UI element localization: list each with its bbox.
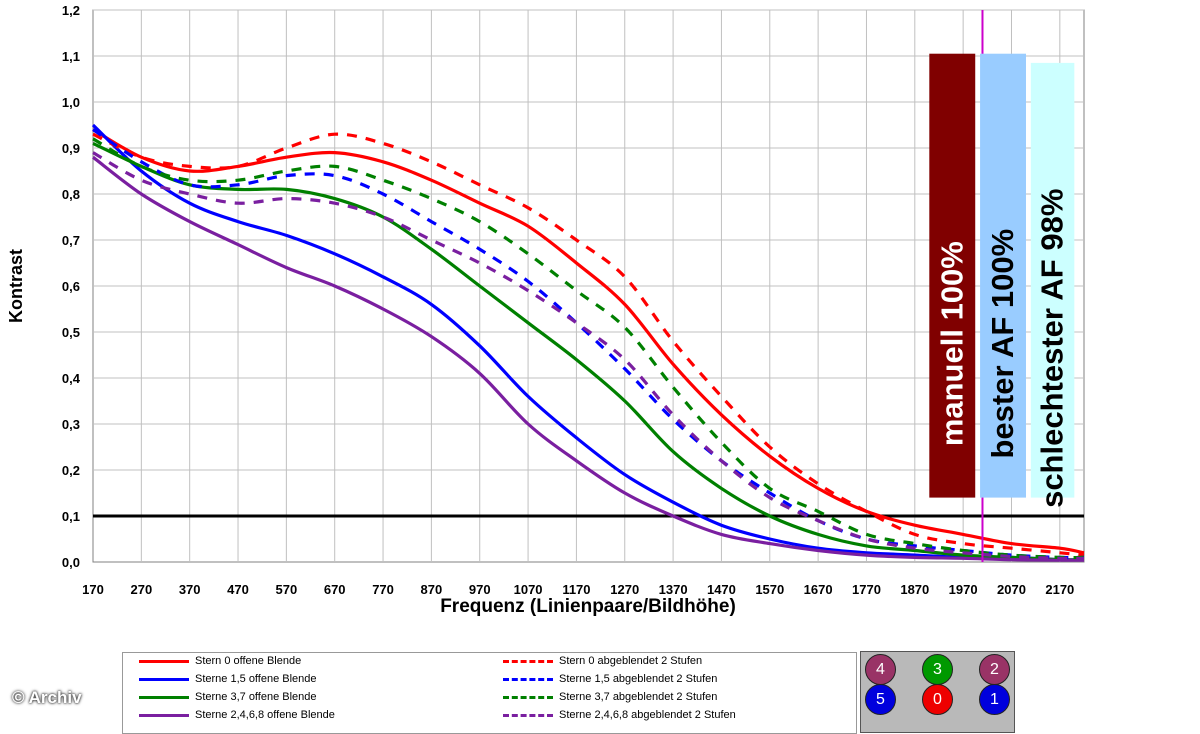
legend-label: Stern 0 offene Blende (195, 655, 302, 667)
mtf-chart: manuell 100% bester AF 100% schlechtester … (6, 3, 1085, 617)
annotation-bar-label: schlechtester AF 98% (1035, 189, 1070, 508)
x-tick-label: 170 (82, 582, 104, 597)
legend-swatch (139, 659, 189, 663)
x-tick-label: 1170 (562, 582, 590, 597)
x-tick-label: 570 (276, 582, 298, 597)
copyright-notice: © Archiv (12, 688, 82, 707)
x-tick-label: 2170 (1045, 582, 1074, 597)
x-tick-label: 1470 (707, 582, 736, 597)
series-group (91, 123, 1085, 562)
y-tick-label: 0,5 (62, 325, 80, 340)
legend-swatch (503, 713, 553, 717)
y-tick-label: 0,1 (62, 509, 80, 524)
y-tick-label: 1,2 (62, 3, 80, 18)
legend-item: Stern 0 abgeblendet 2 Stufen (503, 655, 702, 667)
series-line (92, 151, 1085, 561)
x-tick-label: 870 (421, 582, 443, 597)
legend-label: Sterne 2,4,6,8 abgeblendet 2 Stufen (559, 709, 736, 721)
x-tick-label: 970 (469, 582, 491, 597)
legend-item: Sterne 1,5 offene Blende (139, 673, 317, 685)
legend-swatch (503, 677, 553, 681)
series-line (92, 128, 1085, 560)
y-tick-label: 1,0 (62, 95, 80, 110)
series-line (92, 155, 1084, 562)
legend-label: Sterne 1,5 abgeblendet 2 Stufen (559, 673, 718, 685)
x-tick-label: 770 (372, 582, 394, 597)
legend-label: Sterne 1,5 offene Blende (195, 673, 317, 685)
x-tick-label: 1070 (514, 582, 543, 597)
legend: Stern 0 offene Blende Sterne 1,5 offene B… (122, 652, 857, 734)
y-tick-label: 1,1 (62, 49, 80, 64)
legend-swatch (503, 659, 553, 663)
legend-item: Sterne 1,5 abgeblendet 2 Stufen (503, 673, 717, 685)
star-position-dot: 1 (979, 684, 1010, 715)
legend-swatch (139, 677, 189, 681)
x-tick-labels: 170 270 370 470 570 670 770 870 970 1070 1170 1270 1… (82, 582, 1074, 597)
y-tick-label: 0,3 (62, 417, 80, 432)
legend-label: Sterne 2,4,6,8 offene Blende (195, 709, 335, 721)
x-tick-label: 1670 (804, 582, 833, 597)
y-tick-label: 0,2 (62, 463, 80, 478)
star-position-dot: 2 (979, 654, 1010, 685)
legend-item: Sterne 2,4,6,8 offene Blende (139, 709, 335, 721)
annotation-bar-label: bester AF 100% (985, 229, 1020, 459)
x-axis-title: Frequenz (Linienpaare/Bildhöhe) (440, 596, 736, 617)
star-position-dot: 0 (922, 684, 953, 715)
y-tick-label: 0,4 (62, 371, 81, 386)
x-tick-label: 1270 (610, 582, 639, 597)
x-tick-label: 270 (130, 582, 152, 597)
y-tick-label: 0,0 (62, 555, 80, 570)
y-tick-label: 0,8 (62, 187, 80, 202)
legend-swatch (139, 713, 189, 717)
star-position-dot: 5 (865, 684, 896, 715)
x-tick-label: 1570 (755, 582, 784, 597)
x-tick-label: 1770 (852, 582, 881, 597)
annotation-bar (1030, 62, 1075, 498)
annotation-bars: manuell 100% bester AF 100% schlechtester … (929, 53, 1075, 508)
x-tick-label: 1870 (900, 582, 929, 597)
series-line (92, 141, 1085, 562)
annotation-bar (929, 53, 976, 498)
legend-item: Sterne 3,7 abgeblendet 2 Stufen (503, 691, 717, 703)
star-position-dot: 4 (865, 654, 896, 685)
legend-item: Sterne 3,7 offene Blende (139, 691, 317, 703)
legend-swatch (503, 695, 553, 699)
series-line (92, 132, 1085, 557)
annotation-bar (980, 53, 1026, 498)
annotation-bar-label: manuell 100% (934, 241, 969, 446)
legend-label: Sterne 3,7 abgeblendet 2 Stufen (559, 691, 718, 703)
y-tick-label: 0,6 (62, 279, 80, 294)
legend-label: Sterne 3,7 offene Blende (195, 691, 317, 703)
legend-item: Stern 0 offene Blende (139, 655, 301, 667)
x-tick-label: 2070 (997, 582, 1026, 597)
legend-item: Sterne 2,4,6,8 abgeblendet 2 Stufen (503, 709, 736, 721)
x-tick-label: 1370 (659, 582, 688, 597)
y-tick-label: 0,7 (62, 233, 80, 248)
star-position-dot: 3 (922, 654, 953, 685)
y-tick-labels: 0,0 0,1 0,2 0,3 0,4 0,5 0,6 0,7 0,8 0,9 1,0 1,1 1,2 (62, 3, 81, 570)
y-tick-label: 0,9 (62, 141, 80, 156)
x-tick-label: 1970 (949, 582, 978, 597)
y-axis-title: Kontrast (6, 249, 26, 323)
legend-label: Stern 0 abgeblendet 2 Stufen (559, 655, 703, 667)
x-tick-label: 470 (227, 582, 249, 597)
x-tick-label: 670 (324, 582, 346, 597)
legend-swatch (139, 695, 189, 699)
x-tick-label: 370 (179, 582, 201, 597)
series-line (92, 128, 1085, 555)
